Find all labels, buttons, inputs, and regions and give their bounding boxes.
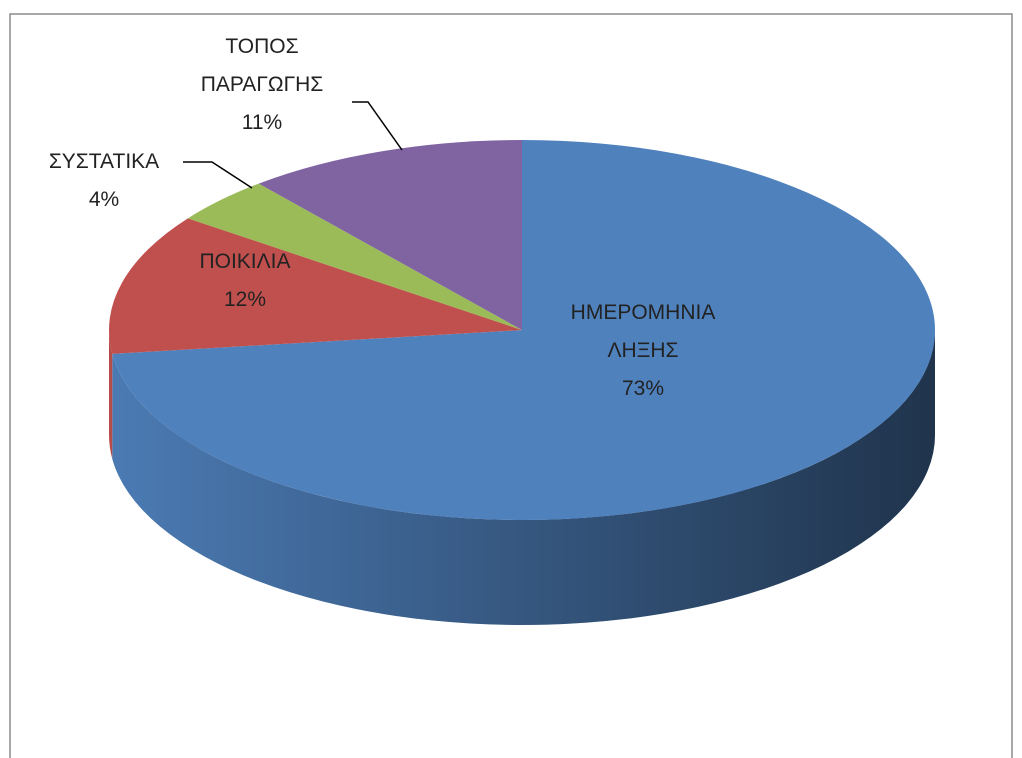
- value-label: 4%: [88, 188, 120, 211]
- chart-border: [9, 13, 1013, 758]
- value-label: 73%: [621, 377, 665, 400]
- pie-side-shade: [109, 330, 113, 459]
- pie-slice: [187, 183, 522, 330]
- category-label: ΗΜΕΡΟΜΗΝΙΑ ΛΗΞΗΣ: [570, 301, 716, 362]
- pie-tops: [109, 140, 935, 520]
- value-label: 11%: [241, 111, 283, 134]
- data-label: ΠΟΙΚΙΛΙΑ 12%: [160, 243, 330, 319]
- leader-line: [352, 101, 403, 151]
- leader-line: [183, 161, 253, 189]
- data-label: ΗΜΕΡΟΜΗΝΙΑ ΛΗΞΗΣ 73%: [548, 294, 738, 408]
- category-label: ΠΟΙΚΙΛΙΑ: [199, 250, 291, 273]
- value-label: 12%: [223, 288, 267, 311]
- data-label: ΤΟΠΟΣ ΠΑΡΑΓΩΓΗΣ 11%: [177, 28, 347, 142]
- pie-side-shade: [112, 330, 936, 626]
- pie-slice: [258, 140, 522, 330]
- category-label: ΤΟΠΟΣ ΠΑΡΑΓΩΓΗΣ: [200, 35, 324, 96]
- pie-slice: [109, 218, 523, 354]
- pie-slice: [112, 140, 935, 520]
- data-label: ΣΥΣΤΑΤΙΚΑ 4%: [19, 143, 189, 219]
- pie-sides: [109, 330, 936, 626]
- category-label: ΣΥΣΤΑΤΙΚΑ: [48, 150, 160, 173]
